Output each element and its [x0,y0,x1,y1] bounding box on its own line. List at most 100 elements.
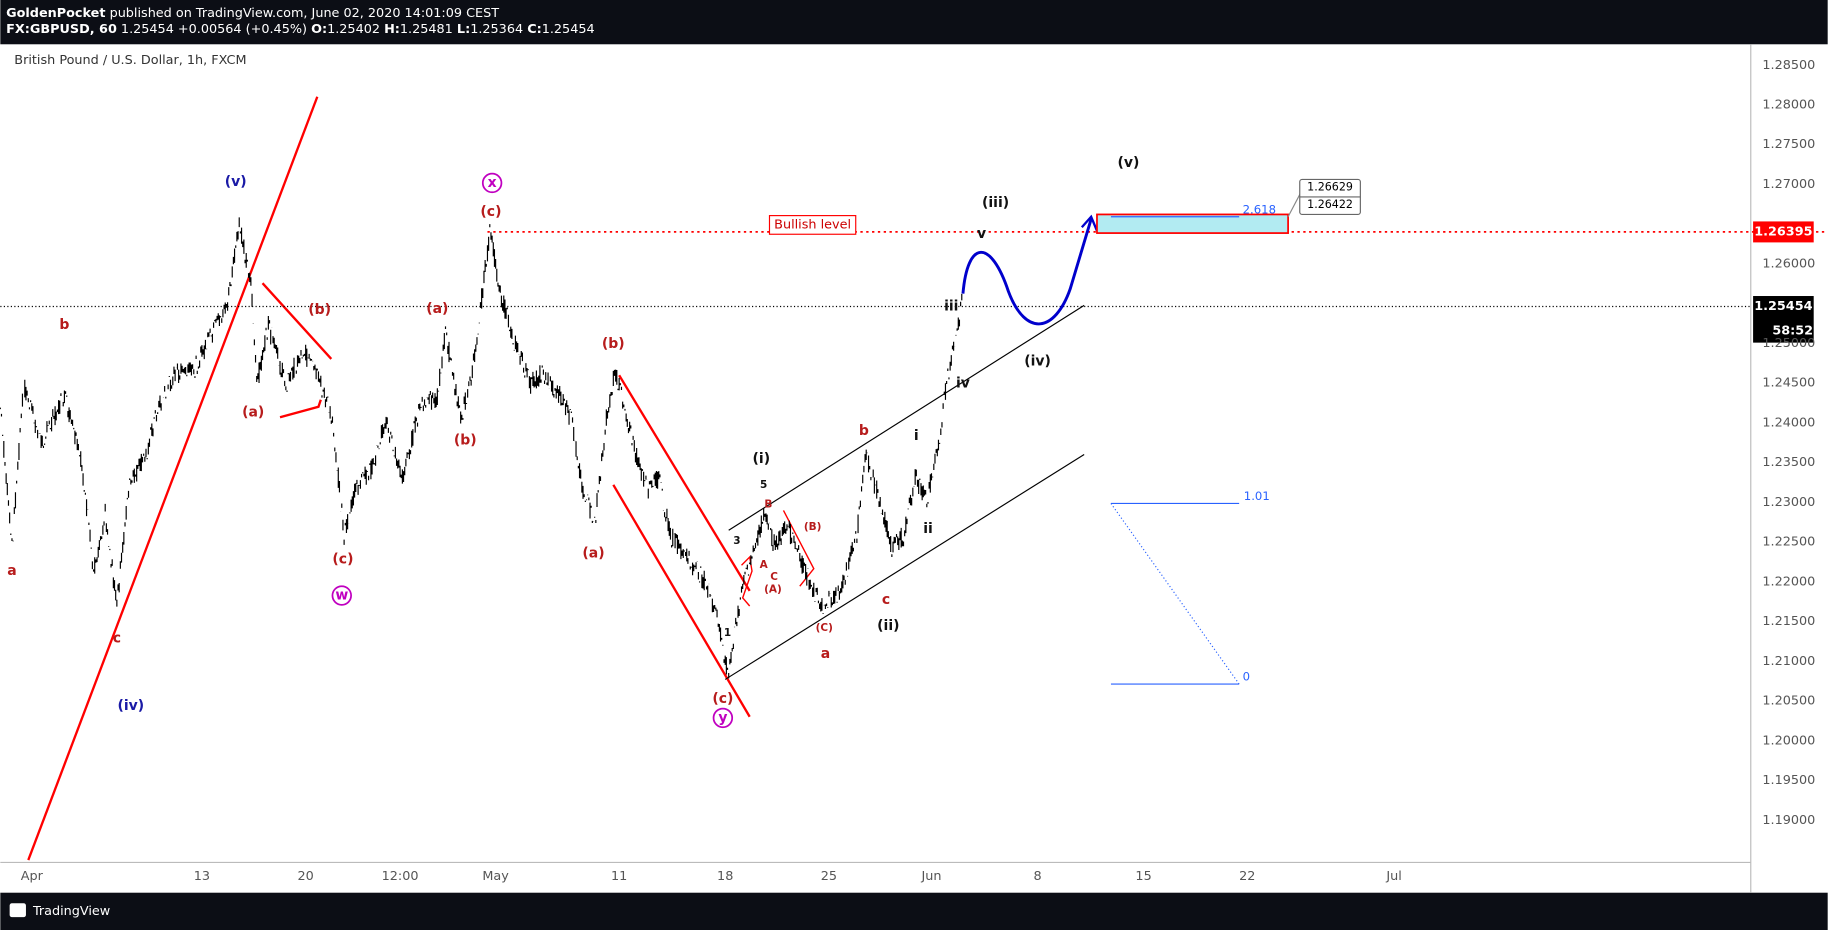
footer-bar [0,892,1828,930]
level-price: 1.26395 [1754,224,1812,239]
wave-circle [331,585,352,606]
wave-label: (b) [602,336,625,352]
wave-label: x [488,175,497,191]
wave-label: v [977,226,986,242]
wave-label: b [59,317,69,333]
wave-label: c [882,592,890,608]
wave-label: c [113,631,121,647]
wave-label: B [764,499,772,511]
wave-label: (c) [332,551,353,567]
date-axis-label: 15 [1135,869,1151,884]
wave-circle [712,707,734,729]
price-axis-label: 1.24500 [1762,376,1815,391]
wave-label: b [859,423,869,439]
wave-label: 1 [724,627,731,639]
wave-label: (v) [1117,155,1139,171]
channel-line [612,484,751,718]
h: 1.25481 [400,22,453,37]
box-high: 1.26629 [1307,181,1353,194]
footer-brand: TradingView [32,904,110,919]
l-label: L: [457,22,470,37]
date-axis-label: 22 [1239,869,1255,884]
wave-label: C [770,571,778,583]
price-axis-label: 1.20500 [1762,694,1815,709]
wave-label: (a) [582,546,604,562]
wave-label: (iii) [982,195,1009,211]
price-axis-label: 1.28000 [1762,98,1815,113]
date-axis-label: Jul [1385,869,1401,884]
date-axis-label: 8 [1033,869,1041,884]
change: +0.00564 (+0.45%) [178,22,307,37]
wave-label: (c) [712,691,733,707]
fib-label: 1.01 [1244,489,1270,503]
date-axis-label: 13 [194,869,210,884]
wave-label: 3 [733,535,740,547]
countdown: 58:52 [1772,323,1813,338]
fib-label: 0 [1243,670,1250,684]
price-axis-label: 1.24000 [1762,415,1815,430]
wave-label: (iv) [118,698,145,714]
trend-line [27,96,319,861]
wave-label: iv [956,375,970,391]
header-line1: GoldenPocket published on TradingView.co… [6,5,499,20]
price-axis-label: 1.22000 [1762,574,1815,589]
legend: British Pound / U.S. Dollar, 1h, FXCM [14,53,246,68]
price-series [0,217,963,679]
wave-label: (ii) [877,618,899,634]
channel-line [618,374,751,592]
published: published on TradingView.com, June 02, 2… [110,5,500,20]
logo-icon [9,903,26,918]
price-axis-label: 1.27000 [1762,177,1815,192]
date-axis-label: May [482,869,509,884]
h-label: H: [384,22,400,37]
fib-label: 2.618 [1243,202,1276,216]
wave-label: (B) [804,521,822,533]
wave-label: i [914,428,919,444]
price-axis-label: 1.22500 [1762,535,1815,550]
box-low: 1.26422 [1307,198,1353,211]
price-axis-label: 1.19000 [1762,813,1815,828]
wave-label: y [718,710,727,726]
wave-label: (iv) [1024,353,1051,369]
wave-label: A [760,559,769,571]
date-axis-label: Apr [21,869,44,884]
price-axis-label: 1.28500 [1762,58,1815,73]
triangle-line [279,399,322,419]
date-axis-label: 20 [298,869,314,884]
level-tag [1753,221,1814,243]
header-bar [0,0,1828,45]
wave-label: a [821,646,830,662]
wave-label: (A) [764,584,782,596]
projection [961,218,1093,326]
c-label: C: [527,22,542,37]
o: 1.25402 [327,22,380,37]
projection-arrow [1080,214,1099,232]
wave-label: (a) [242,405,264,421]
price-axis-label: 1.21500 [1762,614,1815,629]
bullish-label: Bullish level [774,217,851,232]
bullish-box [768,215,857,235]
target-box [1096,213,1289,234]
wave-label: (v) [225,174,247,190]
wave-label: (i) [753,451,771,467]
c: 1.25454 [542,22,595,37]
current-price: 1.25454 [1754,299,1812,314]
wave-circle [481,172,503,194]
current-tag [1753,296,1814,343]
wave-label: 5 [760,479,767,491]
fib-diagonal [1110,503,1240,685]
triangle-line [261,282,333,360]
symbol: FX:GBPUSD, 60 [6,22,117,37]
price-axis-label: 1.23500 [1762,455,1815,470]
author: GoldenPocket [6,5,105,20]
wave-label: (b) [454,433,477,449]
price-axis-label: 1.27500 [1762,137,1815,152]
date-axis-label: Jun [920,869,941,884]
wave-label: a [7,563,16,579]
price-axis-label: 1.21000 [1762,654,1815,669]
last: 1.25454 [121,22,174,37]
header-line2: FX:GBPUSD, 60 1.25454 +0.00564 (+0.45%) … [6,22,595,37]
price-axis-label: 1.23000 [1762,495,1815,510]
